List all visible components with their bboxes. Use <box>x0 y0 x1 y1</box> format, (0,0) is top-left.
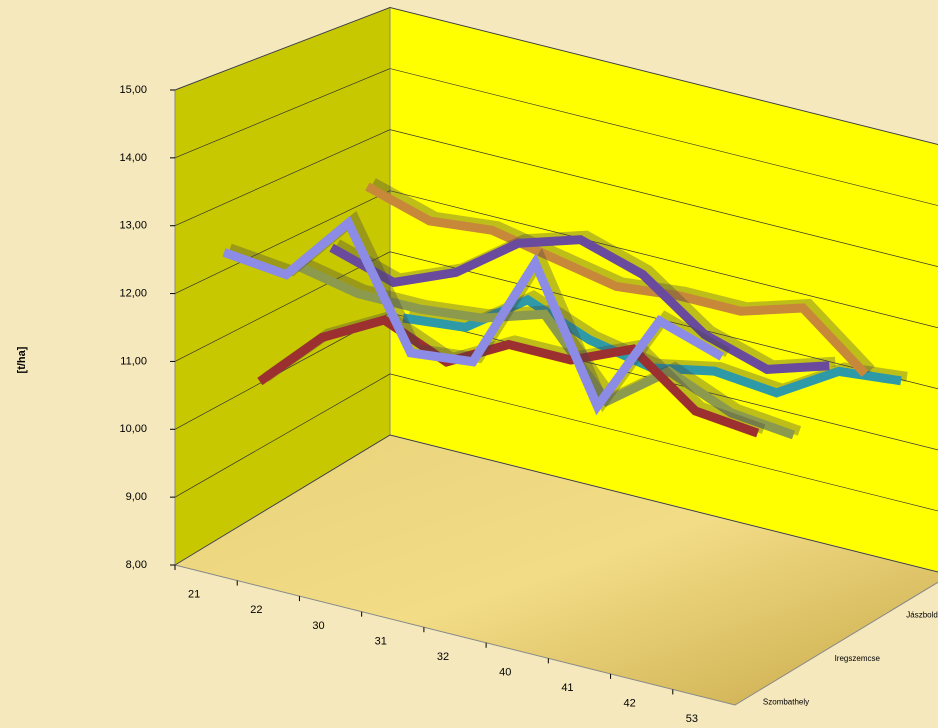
x-tick-label: 42 <box>624 698 636 710</box>
y-tick-label: 11,00 <box>120 355 147 367</box>
x-tick-label: 40 <box>499 666 511 678</box>
y-tick-label: 15,00 <box>119 84 147 96</box>
grid-line <box>174 68 938 206</box>
x-tick-label: 53 <box>686 713 698 725</box>
x-tick-label: 30 <box>312 620 324 632</box>
grid-line <box>174 373 938 512</box>
y-tick-label: 8,00 <box>126 559 147 571</box>
y-tick-label: 10,00 <box>119 423 147 435</box>
ribbon <box>365 182 869 377</box>
x-tick-label: 32 <box>437 651 449 663</box>
y-tick-label: 9,00 <box>126 491 147 503</box>
ribbon <box>222 215 725 416</box>
x-tick-label: 22 <box>250 604 262 616</box>
depth-label: Szombathely <box>763 697 809 706</box>
depth-label: Iregszemcse <box>835 654 881 663</box>
ribbon <box>293 260 795 440</box>
grid-line <box>174 7 938 145</box>
grid-line <box>174 434 938 573</box>
x-tick-label: 41 <box>561 682 573 694</box>
y-tick-label: 14,00 <box>119 152 147 164</box>
ribbon <box>329 235 830 374</box>
y-tick-label: 13,00 <box>119 220 147 232</box>
depth-label: Jászboldogház <box>906 611 938 620</box>
y-axis-title: [t/ha] <box>16 346 28 373</box>
x-tick-label: 21 <box>188 589 200 601</box>
grid-line <box>174 129 938 268</box>
y-tick-label: 12,00 <box>119 287 147 299</box>
ribbon <box>257 315 760 438</box>
grid-line <box>174 251 938 390</box>
x-tick-label: 31 <box>375 635 387 647</box>
